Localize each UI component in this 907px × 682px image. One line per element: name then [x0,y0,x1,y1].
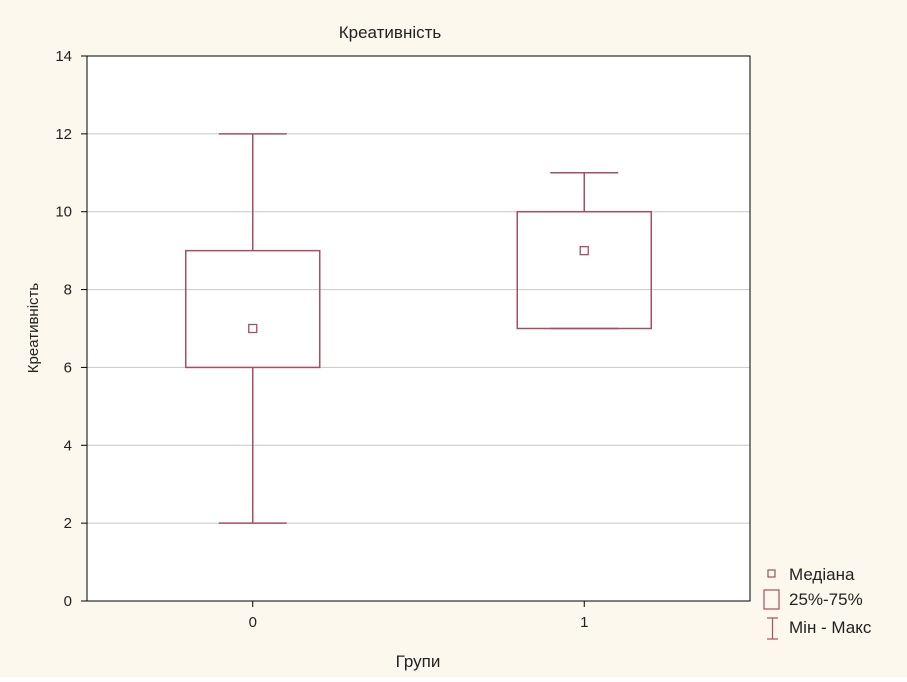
y-tick-label: 6 [64,359,72,376]
iqr-box [185,249,321,369]
y-tick-label: 12 [55,126,72,143]
median-marker [248,323,258,334]
plot-frame [86,55,751,602]
iqr-box [516,210,652,330]
x-axis-label: Групи [396,652,441,671]
x-tick-label: 1 [580,614,588,631]
y-tick-label: 8 [64,282,72,299]
legend-box-label: 25%-75% [789,590,863,609]
y-tick-label: 14 [55,48,72,65]
legend-median-label: Медіана [789,565,855,584]
gridlines [87,133,750,524]
chart-title: Креативність [339,23,442,42]
x-tick-label: 0 [249,614,257,631]
y-axis-ticks: 0 2 4 6 8 10 12 14 [55,48,87,610]
legend-whisker-label: Мін - Макс [789,618,872,637]
legend-whisker-icon [767,617,778,640]
y-tick-label: 2 [64,515,72,532]
median-marker [579,245,589,256]
legend: Медіана 25%-75% Мін - Макс [763,565,872,640]
y-axis-label: Креативність [25,283,42,374]
y-tick-label: 10 [55,204,72,221]
legend-median-icon [767,569,776,578]
box-0 [185,133,321,524]
y-tick-label: 0 [64,593,72,610]
box-1 [516,172,652,330]
boxes [185,133,652,524]
y-tick-label: 4 [64,437,72,454]
legend-box-icon [763,589,780,610]
